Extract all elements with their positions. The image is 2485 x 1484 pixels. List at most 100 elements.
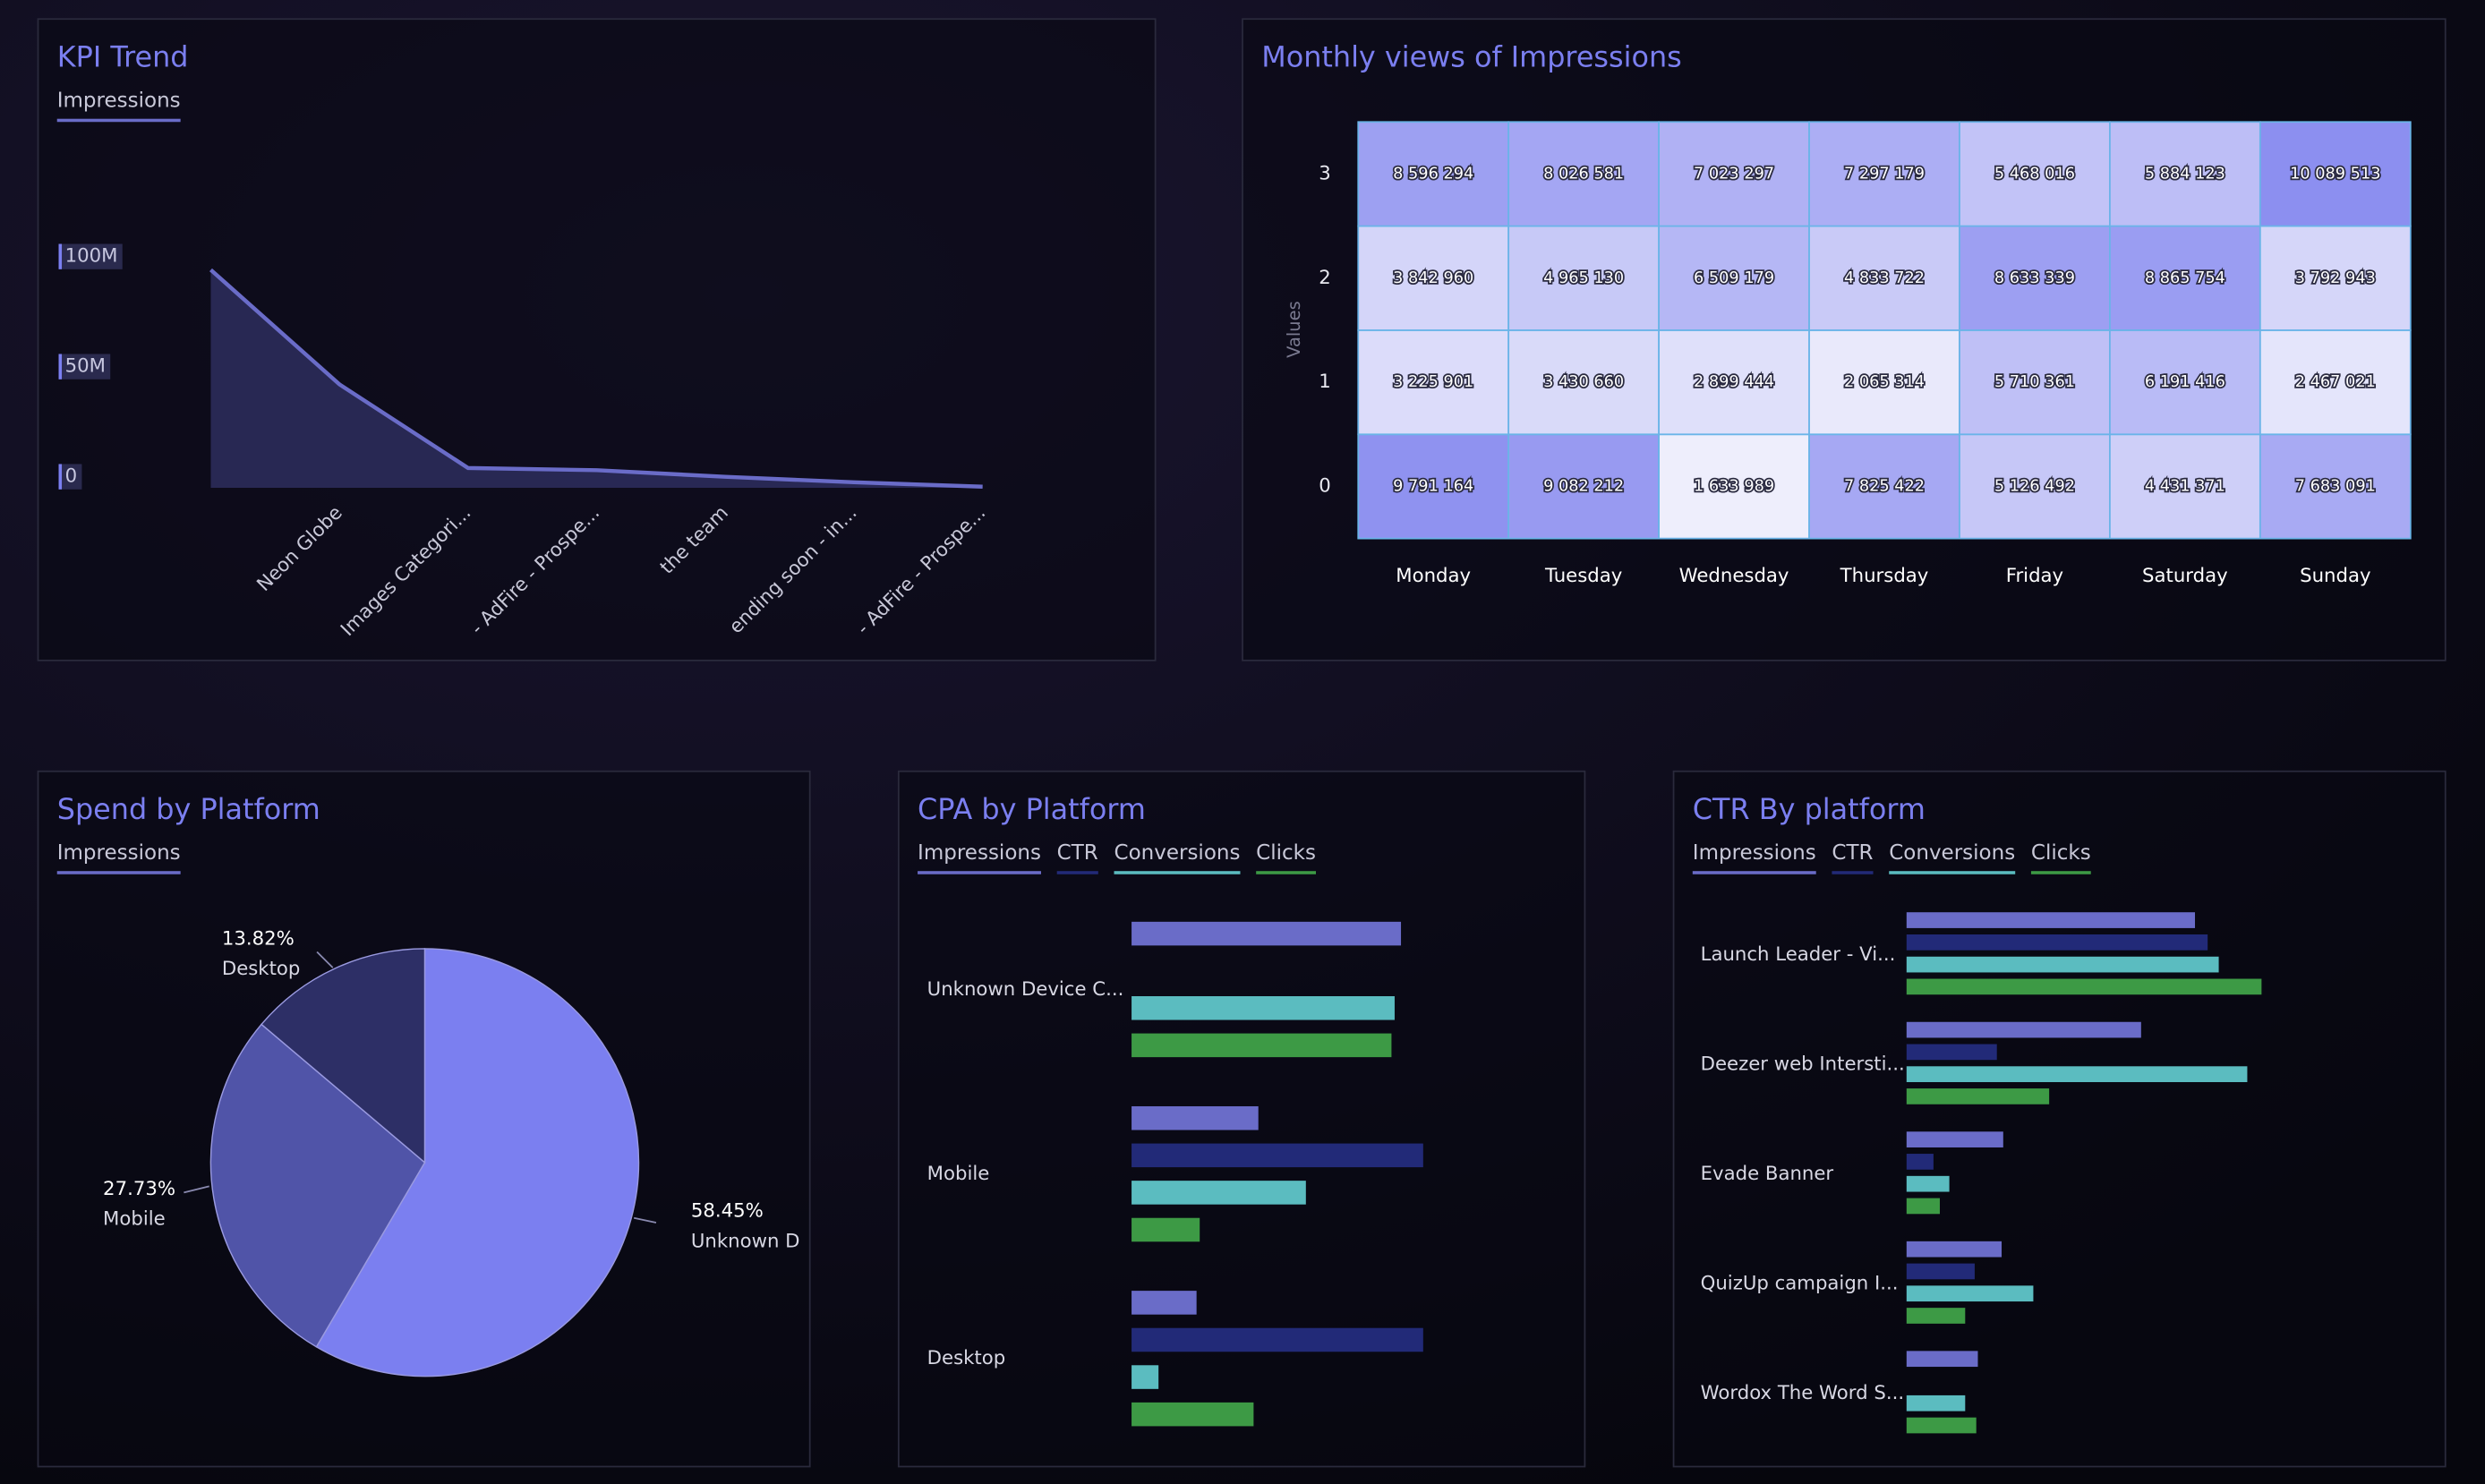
x-tick-label: Friday [2006,565,2063,587]
legend-tab: Impressions [57,841,181,865]
leader-line [316,951,334,968]
chart-title: CTR By platform [1693,792,1926,826]
x-tick-label: Saturday [2142,565,2228,587]
bar [1131,1291,1197,1315]
y-tick-box [58,354,111,380]
cell-label: 3 225 901 [1393,373,1473,391]
cell-label: 5 884 123 [2145,165,2225,183]
cell-label: 8 865 754 [2145,269,2225,287]
heat-cell [2109,329,2261,436]
legend-tab: Clicks [2031,841,2091,865]
legend-tab: CTR [1832,841,1873,865]
heat-cell [1357,121,1510,227]
line [209,268,983,489]
legend-underline [1889,871,2016,874]
legend-tab: Impressions [918,841,1041,865]
category-label: Unknown Device C... [927,978,1124,1001]
heat-cell [1808,225,1960,331]
chart-title: Monthly views of Impressions [1261,39,1681,73]
cell-label: 2 467 021 [2295,373,2376,391]
pie-slice [260,948,426,1164]
y-tick-mark [58,243,63,269]
cell-label: 7 023 297 [1694,165,1774,183]
x-tick-label: Wednesday [1679,565,1789,587]
y-tick-mark [58,354,63,380]
pie-slice [315,948,640,1377]
cell-label: 9 082 212 [1543,477,1624,495]
legend-underline [1692,871,1816,874]
heat-cell [2259,121,2412,227]
legend-tab: Clicks [1256,841,1316,865]
leader-line [633,1216,657,1224]
legend-underline [2030,871,2091,874]
heat-cell [1808,121,1960,227]
bar [1906,1198,1940,1215]
bar [1131,1365,1159,1389]
cell-label: 3 792 943 [2295,269,2376,287]
bar [1131,1181,1306,1205]
heat-cell [1507,433,1660,540]
y-tick-label: 0 [1319,474,1331,497]
bar [1906,956,2219,973]
legend-underline [56,871,181,874]
panel [1672,770,2447,1468]
cell-label: 5 468 016 [1994,165,2075,183]
y-tick-box [58,464,82,490]
bar [1906,1308,1966,1324]
heat-cell [1658,329,1810,436]
bar [1131,1143,1423,1168]
cell-label: 4 431 371 [2145,477,2225,495]
y-tick-label: 3 [1319,162,1331,184]
legend-tab: CTR [1057,841,1098,865]
heat-cell [1808,329,1960,436]
heat-cell [2259,225,2412,331]
category-label: Launch Leader - Vi... [1701,943,1896,966]
x-tick-label: Monday [1396,565,1471,587]
category-label: Wordox The Word S... [1701,1382,1904,1404]
heat-cell [1658,121,1810,227]
chart-title: CPA by Platform [918,792,1146,826]
bar [1131,921,1402,946]
legend-underline [918,871,1041,874]
bar [1131,1327,1423,1352]
bar [1906,1154,1934,1170]
pie-slice [209,1023,426,1348]
x-tick-label: Tuesday [1544,565,1622,587]
category-label: Mobile [927,1163,990,1185]
heat-cell [1959,121,2111,227]
bar [1906,1285,2034,1302]
x-tick-label: Thursday [1840,565,1929,587]
slice-name: Unknown D [691,1230,800,1252]
cell-label: 5 126 492 [1994,477,2075,495]
panel [37,18,1157,661]
heat-cell [1959,225,2111,331]
heat-cell [1808,433,1960,540]
cell-label: 3 430 660 [1543,373,1624,391]
cell-label: 4 965 130 [1543,269,1624,287]
heat-cell [2109,433,2261,540]
bar [1131,1105,1259,1130]
area [210,269,983,488]
bar [1906,1044,1997,1061]
heat-cell [1658,225,1810,331]
cell-label: 4 833 722 [1844,269,1925,287]
data-label: 13.82% [222,927,295,950]
y-tick-box [58,243,123,269]
cell-label: 2 899 444 [1694,373,1774,391]
cell-label: 3 842 960 [1393,269,1473,287]
cell-label: 7 297 179 [1844,165,1925,183]
bar [1906,1241,2003,1258]
heat-cell [2259,433,2412,540]
bar [1906,1175,1950,1192]
bar [1906,978,2262,995]
bar [1906,912,2196,928]
cell-label: 5 710 361 [1994,373,2075,391]
heat-cell [1357,329,1510,436]
slice-name: Desktop [222,958,301,980]
bar [1131,1033,1392,1058]
x-tick-label: Sunday [2300,565,2370,587]
heat-cell [2109,225,2261,331]
legend-tab: Impressions [1693,841,1816,865]
y-tick-label: 100M [65,245,118,268]
category-label: QuizUp campaign I... [1701,1273,1899,1295]
